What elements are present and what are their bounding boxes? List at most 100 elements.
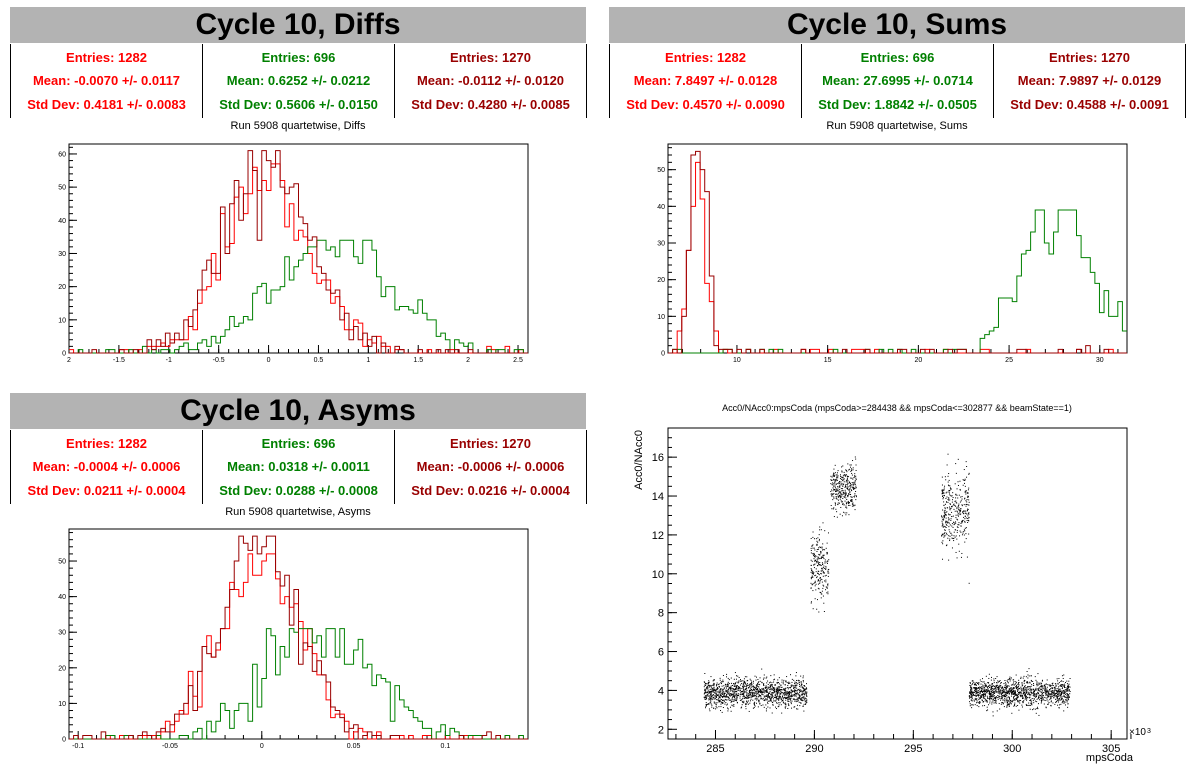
scatter-point: [1015, 694, 1017, 696]
scatter-point: [815, 568, 817, 570]
scatter-point: [951, 505, 953, 507]
scatter-point: [720, 681, 722, 683]
scatter-point: [772, 704, 774, 706]
scatter-point: [718, 701, 720, 703]
scatter-point: [780, 704, 782, 706]
scatter-point: [1033, 683, 1035, 685]
scatter-point: [794, 699, 796, 701]
scatter-point: [720, 703, 722, 705]
scatter-point: [941, 489, 943, 491]
scatter-point: [817, 556, 819, 558]
scatter-point: [970, 687, 972, 689]
scatter-point: [739, 687, 741, 689]
scatter-point: [711, 704, 713, 706]
scatter-point: [1049, 685, 1051, 687]
scatter-point: [1032, 684, 1034, 686]
scatter-point: [978, 697, 980, 699]
scatter-point: [1059, 694, 1061, 696]
scatter-point: [810, 577, 812, 579]
scatter-point: [848, 504, 850, 506]
scatter-point: [735, 699, 737, 701]
scatter-point: [776, 697, 778, 699]
scatter-point: [992, 711, 994, 713]
scatter-point: [743, 678, 745, 680]
scatter-point: [821, 581, 823, 583]
scatter-point: [957, 524, 959, 526]
scatter-point: [1028, 694, 1030, 696]
scatter-point: [761, 668, 763, 670]
scatter-point: [788, 697, 790, 699]
scatter-point: [743, 685, 745, 687]
scatter-point: [820, 578, 822, 580]
scatter-point: [823, 611, 825, 613]
scatter-point: [750, 684, 752, 686]
scatter-point: [762, 694, 764, 696]
scatter-point: [734, 696, 736, 698]
scatter-point: [806, 695, 808, 697]
scatter-point: [1060, 703, 1062, 705]
scatter-point: [842, 485, 844, 487]
scatter-point: [987, 690, 989, 692]
scatter-point: [1038, 682, 1040, 684]
scatter-point: [803, 693, 805, 695]
scatter-point: [968, 520, 970, 522]
scatter-point: [745, 708, 747, 710]
scatter-point: [716, 707, 718, 709]
scatter-point: [763, 677, 765, 679]
scatter-point: [815, 544, 817, 546]
scatter-point: [991, 698, 993, 700]
scatter-point: [1043, 685, 1045, 687]
scatter-point: [1010, 690, 1012, 692]
scatter-point: [976, 688, 978, 690]
scatter-point: [736, 681, 738, 683]
scatter-point: [760, 705, 762, 707]
scatter-point: [1011, 700, 1013, 702]
scatter-point: [970, 694, 972, 696]
scatter-point: [1035, 687, 1037, 689]
scatter-point: [1016, 696, 1018, 698]
scatter-point: [969, 692, 971, 694]
scatter-point: [779, 695, 781, 697]
scatter-point: [758, 701, 760, 703]
scatter-point: [948, 522, 950, 524]
scatter-point: [842, 480, 844, 482]
scatter-point: [1018, 709, 1020, 711]
scatter-point: [782, 701, 784, 703]
scatter-point: [728, 687, 730, 689]
scatter-point: [1001, 689, 1003, 691]
scatter-point: [778, 704, 780, 706]
scatter-point: [831, 484, 833, 486]
scatter-point: [776, 698, 778, 700]
scatter-point: [771, 712, 773, 714]
scatter-point: [837, 487, 839, 489]
scatter-point: [705, 702, 707, 704]
scatter-point: [738, 689, 740, 691]
scatter-point: [778, 683, 780, 685]
scatter-point: [995, 698, 997, 700]
scatter-point: [852, 487, 854, 489]
scatter-point: [783, 688, 785, 690]
scatter-point: [767, 688, 769, 690]
scatter-point: [840, 478, 842, 480]
scatter-point: [744, 676, 746, 678]
scatter-point: [785, 696, 787, 698]
scatter-point: [849, 491, 851, 493]
scatter-point: [778, 698, 780, 700]
scatter-point: [738, 687, 740, 689]
scatter-point: [719, 699, 721, 701]
scatter-point: [705, 691, 707, 693]
scatter-point: [781, 681, 783, 683]
scatter-point: [839, 513, 841, 515]
scatter-point: [963, 504, 965, 506]
scatter-point: [742, 685, 744, 687]
scatter-point: [1013, 693, 1015, 695]
scatter-point: [729, 686, 731, 688]
scatter-point: [749, 696, 751, 698]
scatter-point: [741, 698, 743, 700]
sums-stats-darkred: Entries: 1270 Mean: 7.9897 +/- 0.0129 St…: [994, 44, 1185, 118]
scatter-point: [960, 496, 962, 498]
scatter-point: [1062, 685, 1064, 687]
scatter-point: [718, 686, 720, 688]
scatter-point: [711, 694, 713, 696]
scatter-point: [818, 538, 820, 540]
